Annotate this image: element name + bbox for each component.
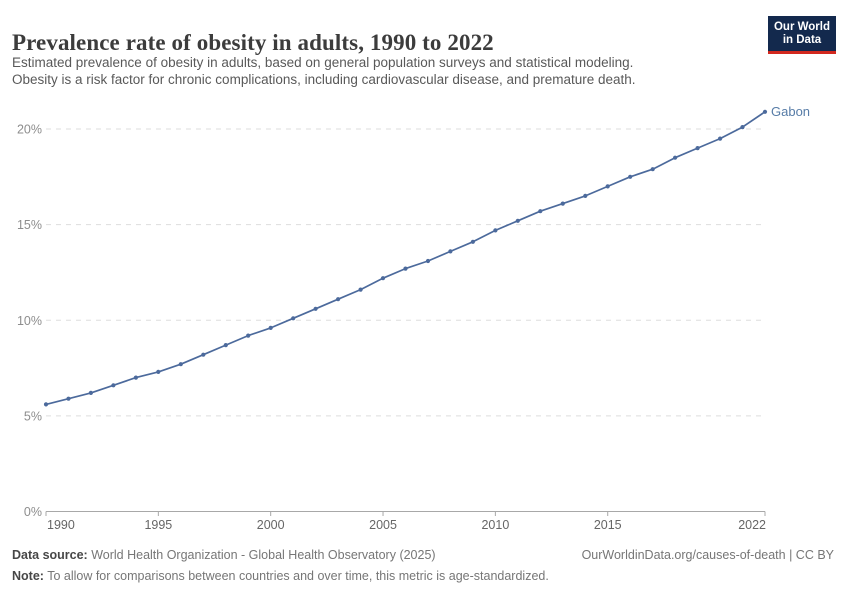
y-axis-tick-labels: 0% 5% 10% 15% 20%	[17, 123, 42, 520]
chart-subtitle-line2: Obesity is a risk factor for chronic com…	[12, 72, 636, 87]
svg-text:15%: 15%	[17, 218, 42, 232]
svg-text:5%: 5%	[24, 409, 42, 423]
footer-note-row: Note: To allow for comparisons between c…	[12, 569, 834, 583]
series-label-gabon[interactable]: Gabon	[771, 104, 811, 119]
svg-text:2022: 2022	[738, 518, 766, 532]
x-axis	[45, 511, 766, 516]
chart-canvas: 0% 5% 10% 15% 20% 1990 1995 2000 2005 2010 2015 20…	[17, 109, 768, 532]
svg-text:2015: 2015	[594, 518, 622, 532]
svg-text:2010: 2010	[481, 518, 509, 532]
page-title: Prevalence rate of obesity in adults, 19…	[12, 30, 494, 56]
data-source-text: Data source: World Health Organization -…	[12, 548, 436, 562]
chart-subtitle: Estimated prevalence of obesity in adult…	[12, 54, 772, 88]
svg-text:2005: 2005	[369, 518, 397, 532]
data-source-value: World Health Organization - Global Healt…	[87, 548, 436, 562]
svg-text:20%: 20%	[17, 123, 42, 137]
gabon-data-point-markers[interactable]	[43, 109, 768, 407]
owid-logo-line1: Our World	[773, 21, 830, 33]
owid-logo-line2: in Data	[782, 34, 822, 46]
svg-text:10%: 10%	[17, 314, 42, 328]
x-axis-tick-labels: 1990 1995 2000 2005 2010 2015 2022	[47, 518, 766, 532]
svg-text:1990: 1990	[47, 518, 75, 532]
svg-text:2000: 2000	[257, 518, 285, 532]
data-source-label: Data source:	[12, 548, 88, 562]
note-value: To allow for comparisons between countri…	[43, 569, 549, 583]
svg-text:0%: 0%	[24, 505, 42, 519]
svg-text:1995: 1995	[144, 518, 172, 532]
gabon-trend-line[interactable]	[45, 110, 766, 406]
owid-logo[interactable]: Our World in Data	[768, 16, 836, 54]
chart-subtitle-line1: Estimated prevalence of obesity in adult…	[12, 55, 634, 70]
owid-url-link[interactable]: OurWorldinData.org/causes-of-death | CC …	[581, 548, 834, 562]
note-label: Note:	[12, 569, 44, 583]
footer-source-row: Data source: World Health Organization -…	[12, 548, 834, 562]
